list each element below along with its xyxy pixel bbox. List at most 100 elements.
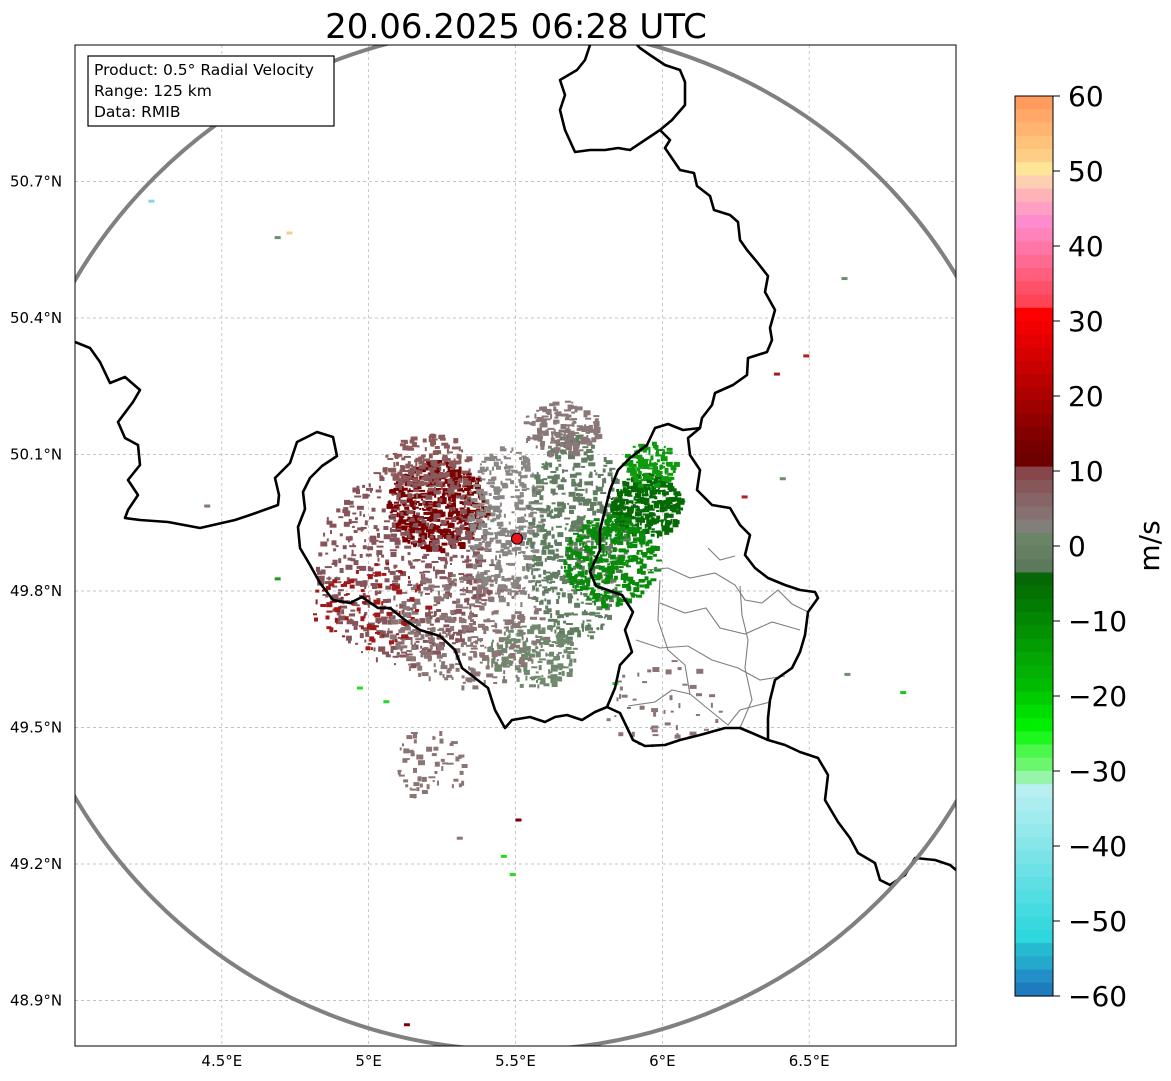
echo-pixel bbox=[543, 464, 549, 470]
echo-pixel bbox=[493, 486, 501, 492]
echo-pixel bbox=[484, 547, 489, 552]
echo-pixel bbox=[368, 567, 374, 572]
echo-pixel bbox=[553, 447, 561, 452]
echo-pixel bbox=[492, 656, 496, 660]
echo-pixel bbox=[626, 506, 634, 512]
echo-pixel bbox=[443, 593, 449, 599]
map-panel[interactable]: Product: 0.5° Radial Velocity Range: 125… bbox=[5, 27, 1029, 1050]
echo-pixel bbox=[438, 531, 444, 534]
echo-pixel bbox=[534, 608, 542, 612]
echo-pixel bbox=[527, 653, 534, 656]
echo-pixel bbox=[505, 662, 511, 665]
echo-pixel bbox=[581, 428, 586, 432]
echo-pixel bbox=[402, 758, 410, 761]
echo-pixel bbox=[581, 585, 589, 591]
echo-pixel bbox=[333, 594, 338, 599]
echo-pixel bbox=[529, 541, 536, 545]
echo-pixel bbox=[502, 658, 505, 663]
echo-pixel bbox=[537, 624, 541, 627]
echo-pixel bbox=[589, 593, 595, 596]
echo-pixel bbox=[419, 584, 423, 586]
echo-pixel bbox=[446, 494, 451, 497]
echo-pixel bbox=[572, 420, 577, 424]
echo-pixel bbox=[639, 540, 646, 545]
echo-pixel bbox=[668, 476, 675, 480]
echo-pixel bbox=[515, 674, 518, 678]
echo-pixel bbox=[642, 508, 650, 513]
echo-pixel bbox=[488, 527, 492, 530]
echo-pixel bbox=[675, 511, 681, 515]
echo-pixel bbox=[575, 525, 581, 531]
echo-pixel bbox=[446, 674, 453, 678]
echo-pixel bbox=[452, 631, 458, 634]
echo-pixel bbox=[417, 665, 423, 671]
echo-pixel bbox=[393, 477, 400, 481]
echo-pixel bbox=[442, 469, 445, 472]
echo-pixel bbox=[367, 574, 373, 580]
echo-pixel bbox=[349, 545, 357, 548]
echo-pixel bbox=[478, 492, 482, 496]
echo-pixel bbox=[469, 514, 474, 517]
echo-pixel bbox=[580, 436, 587, 440]
admin-border-line bbox=[739, 585, 753, 729]
echo-pixel bbox=[440, 758, 445, 762]
echo-pixel bbox=[627, 454, 630, 458]
echo-pixel bbox=[433, 500, 436, 505]
colorbar-bins bbox=[1015, 96, 1053, 997]
echo-pixel bbox=[461, 685, 465, 691]
echo-pixel bbox=[602, 528, 610, 531]
radar-site-marker[interactable] bbox=[510, 532, 523, 545]
echo-pixel bbox=[434, 463, 439, 468]
echo-pixel bbox=[554, 629, 557, 634]
echo-pixel bbox=[407, 534, 411, 539]
echo-pixel bbox=[578, 426, 584, 430]
echo-pixel bbox=[450, 469, 458, 472]
echo-pixel bbox=[520, 518, 526, 522]
echo-pixel bbox=[590, 444, 595, 449]
echo-pixel bbox=[407, 484, 410, 487]
echo-pixel bbox=[470, 526, 476, 532]
echo-pixel bbox=[451, 573, 456, 577]
echo-pixel bbox=[455, 604, 463, 609]
echo-pixel bbox=[396, 633, 400, 636]
echo-pixel bbox=[587, 548, 591, 554]
echo-pixel bbox=[619, 495, 623, 500]
echo-pixel bbox=[539, 529, 547, 532]
echo-pixel bbox=[423, 646, 429, 649]
echo-pixel bbox=[483, 513, 491, 517]
echo-pixel bbox=[564, 527, 567, 531]
echo-pixel bbox=[671, 660, 678, 663]
echo-pixel bbox=[591, 524, 598, 527]
echo-pixel bbox=[626, 478, 631, 481]
echo-pixel bbox=[398, 478, 402, 481]
echo-pixel bbox=[669, 506, 676, 511]
echo-pixel bbox=[388, 468, 394, 473]
echo-pixel bbox=[523, 576, 529, 579]
echo-pixel bbox=[398, 611, 401, 615]
echo-pixel bbox=[496, 642, 499, 647]
echo-pixel bbox=[525, 640, 529, 643]
echo-pixel bbox=[425, 632, 429, 638]
echo-pixel bbox=[614, 715, 617, 718]
colorbar-bin bbox=[1015, 903, 1053, 918]
lat-tick-label: 50.4°N bbox=[10, 309, 62, 327]
echo-pixel bbox=[579, 579, 585, 585]
echo-pixel bbox=[586, 595, 590, 600]
echo-pixel bbox=[465, 677, 473, 682]
echo-pixel bbox=[400, 511, 404, 516]
echo-pixel bbox=[531, 526, 539, 528]
echo-pixel bbox=[645, 490, 648, 494]
echo-pixel bbox=[404, 523, 410, 525]
echo-pixel bbox=[401, 638, 405, 644]
echo-pixel bbox=[420, 546, 427, 550]
echo-pixel bbox=[564, 517, 571, 520]
echo-pixel bbox=[451, 486, 459, 490]
echo-pixel bbox=[546, 659, 554, 665]
echo-pixel bbox=[569, 554, 572, 560]
colorbar-bin bbox=[1015, 572, 1053, 587]
echo-pixel bbox=[394, 482, 398, 485]
echo-pixel bbox=[417, 480, 425, 485]
echo-pixel bbox=[497, 495, 505, 500]
echo-pixel bbox=[645, 585, 649, 589]
echo-pixel bbox=[376, 553, 379, 558]
